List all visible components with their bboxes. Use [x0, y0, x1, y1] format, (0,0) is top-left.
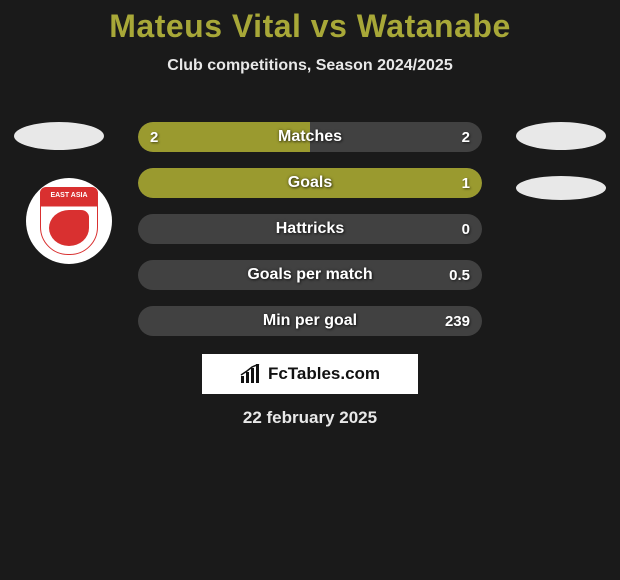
club-badge-text: EAST ASIA — [41, 192, 97, 199]
stats-bars-container: 2Matches2 Goals1 Hattricks0 Goals per match… — [138, 122, 482, 352]
decorative-ellipse-right — [516, 176, 606, 200]
club-badge-shield: EAST ASIA — [40, 187, 98, 255]
stat-value-right: 2 — [462, 122, 470, 152]
stat-row: Hattricks0 — [138, 214, 482, 244]
bar-chart-icon — [240, 364, 262, 384]
stat-row: 2Matches2 — [138, 122, 482, 152]
brand-box: FcTables.com — [202, 354, 418, 394]
stat-label: Hattricks — [138, 214, 482, 244]
stat-value-right: 0 — [462, 214, 470, 244]
stat-label: Matches — [138, 122, 482, 152]
stat-value-right: 1 — [462, 168, 470, 198]
stat-row: Min per goal239 — [138, 306, 482, 336]
decorative-ellipse-top-left — [14, 122, 104, 150]
stat-row: Goals1 — [138, 168, 482, 198]
page-title: Mateus Vital vs Watanabe — [0, 0, 620, 45]
stat-label: Min per goal — [138, 306, 482, 336]
brand-text: FcTables.com — [268, 364, 380, 384]
club-badge: EAST ASIA — [26, 178, 112, 264]
stat-value-right: 0.5 — [449, 260, 470, 290]
stat-label: Goals — [138, 168, 482, 198]
stat-value-right: 239 — [445, 306, 470, 336]
date-text: 22 february 2025 — [0, 408, 620, 428]
stat-row: Goals per match0.5 — [138, 260, 482, 290]
stat-label: Goals per match — [138, 260, 482, 290]
decorative-ellipse-top-right — [516, 122, 606, 150]
page-subtitle: Club competitions, Season 2024/2025 — [0, 57, 620, 75]
club-badge-emblem — [49, 210, 89, 246]
